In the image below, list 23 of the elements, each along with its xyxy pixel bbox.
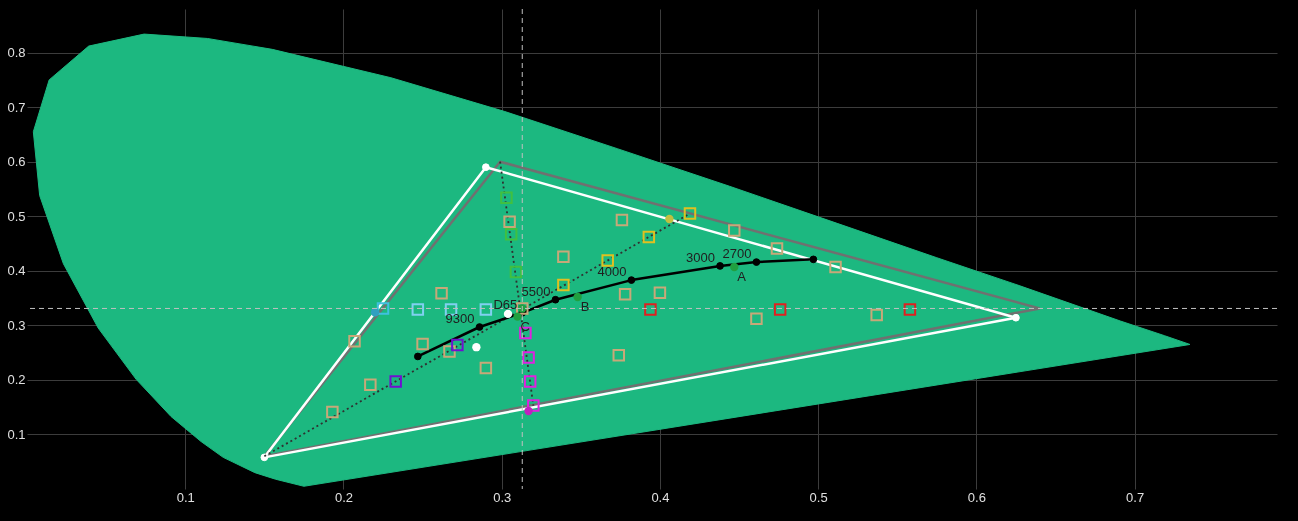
y-tick-label: 0.6: [7, 154, 26, 170]
x-tick-label: 0.5: [809, 489, 828, 505]
x-tick-label: 0.1: [176, 489, 195, 505]
annotation: 2700: [722, 246, 752, 262]
y-tick-label: 0.2: [7, 372, 26, 388]
annotation: D65: [493, 296, 518, 312]
x-tick-label: 0.2: [334, 489, 353, 505]
y-tick-label: 0.8: [7, 45, 26, 61]
x-tick-label: 0.7: [1126, 489, 1145, 505]
annotation: 4000: [597, 264, 627, 280]
x-tick-label: 0.4: [651, 489, 670, 505]
x-tick-label: 0.3: [493, 489, 512, 505]
y-tick-label: 0.3: [7, 317, 26, 333]
annotation: B: [580, 299, 590, 314]
y-tick-label: 0.1: [7, 426, 26, 442]
y-tick-label: 0.4: [7, 263, 26, 279]
annotation: A: [737, 269, 747, 284]
y-tick-label: 0.5: [7, 208, 26, 224]
annotation: 5500: [521, 283, 551, 299]
x-tick-label: 0.6: [967, 489, 986, 505]
annotation: 9300: [445, 311, 475, 326]
annotation: 3000: [686, 249, 716, 265]
y-tick-label: 0.7: [7, 99, 26, 115]
